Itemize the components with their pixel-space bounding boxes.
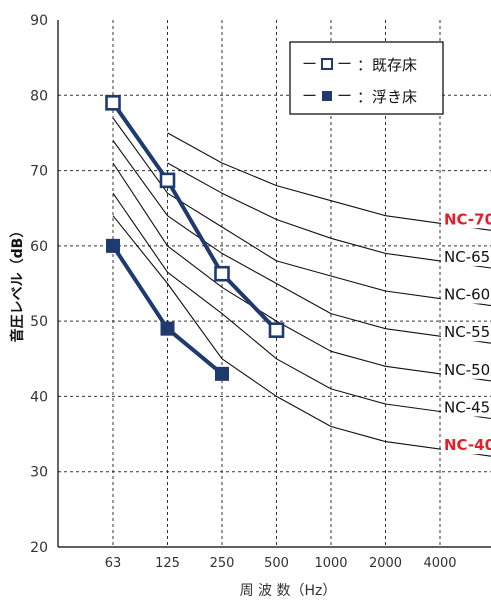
x-tick-label: 125 (155, 556, 180, 571)
data-point-open-square (161, 174, 174, 187)
y-tick-label: 90 (30, 13, 48, 29)
y-axis-title: 音圧レベル（dB） (9, 224, 26, 343)
series-layer (107, 96, 284, 380)
x-tick-label: 250 (210, 556, 235, 571)
nc-label-nc-65: NC-65 (444, 248, 490, 266)
y-tick-label: 80 (30, 88, 48, 104)
data-point-filled-square (107, 239, 120, 252)
y-tick-label: 60 (30, 239, 48, 255)
legend-label: ：既存床 (357, 56, 417, 74)
data-point-filled-square (216, 367, 229, 380)
legend-filled-square-icon (322, 91, 332, 101)
nc-curve-nc-60 (113, 118, 491, 306)
nc-label-nc-40: NC-40 (444, 436, 491, 454)
y-tick-label: 20 (30, 540, 48, 556)
x-tick-label: 1000 (314, 556, 347, 571)
legend-label: ：浮き床 (357, 88, 417, 106)
nc-curve-nc-55 (113, 141, 491, 344)
y-tick-label: 40 (30, 389, 48, 405)
legend-dash-right: ー (337, 87, 352, 105)
nc-label-nc-55: NC-55 (444, 323, 490, 341)
series-line-0 (113, 103, 277, 330)
nc-curves-layer: NC-70 NC-65 NC-60 NC-55 NC-50 NC-45 NC-40 (113, 118, 491, 456)
x-axis-title: 周 波 数（Hz） (240, 583, 337, 599)
legend: ーー：既存床ーー：浮き床 (290, 42, 443, 114)
legend-dash-right: ー (337, 55, 352, 73)
data-point-open-square (270, 324, 283, 337)
y-tick-label: 70 (30, 164, 48, 180)
legend-dash-left: ー (302, 87, 317, 105)
data-point-open-square (107, 96, 120, 109)
y-tick-label: 50 (30, 314, 48, 330)
nc-label-nc-45: NC-45 (444, 398, 490, 416)
nc-label-nc-60: NC-60 (444, 286, 490, 304)
y-tick-label: 30 (30, 465, 48, 481)
legend-dash-left: ー (302, 55, 317, 73)
nc-curve-nc-50 (113, 163, 491, 381)
x-tick-label: 63 (105, 556, 122, 571)
data-point-open-square (216, 267, 229, 280)
x-tick-label: 2000 (369, 556, 402, 571)
x-tick-label: 500 (264, 556, 289, 571)
x-tick-label: 4000 (423, 556, 456, 571)
data-point-filled-square (161, 322, 174, 335)
nc-label-nc-70: NC-70 (444, 210, 491, 228)
legend-open-square-icon (322, 59, 332, 69)
nc-label-nc-50: NC-50 (444, 361, 490, 379)
nc-curve-nc-45 (113, 193, 491, 418)
